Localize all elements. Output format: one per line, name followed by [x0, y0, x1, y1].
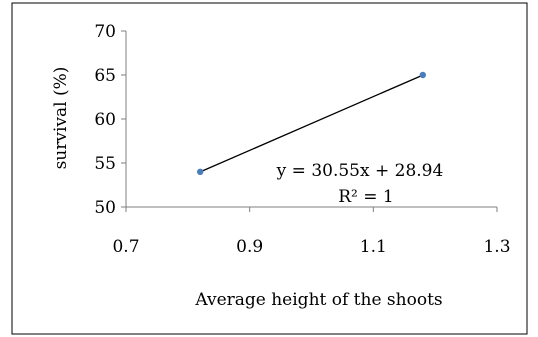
- y-tick-label: 65: [94, 66, 116, 86]
- x-tick-label: 1.1: [360, 237, 387, 257]
- data-point: [419, 71, 426, 79]
- y-tick-label: 55: [94, 154, 116, 174]
- x-tick-label: 0.7: [112, 237, 139, 257]
- chart-border: [11, 2, 528, 335]
- x-tick-label: 1.3: [483, 237, 510, 257]
- x-tick-label: 0.9: [236, 237, 263, 257]
- axes: [121, 30, 498, 212]
- data-point: [197, 168, 204, 175]
- y-axis-label: survival (%): [51, 67, 71, 170]
- data-points: [197, 71, 426, 175]
- tick-labels: 50 55 60 65 70 0.7 0.9 1.1 1.3: [94, 22, 510, 257]
- trendline-r-squared: R² = 1: [338, 187, 393, 207]
- trendline-equation: y = 30.55x + 28.94: [276, 161, 444, 181]
- y-tick-label: 70: [94, 22, 116, 42]
- x-axis-label: Average height of the shoots: [194, 290, 442, 310]
- trendline: [199, 74, 424, 173]
- y-tick-label: 50: [94, 198, 116, 218]
- y-tick-label: 60: [94, 110, 116, 130]
- trendline-line: [199, 74, 424, 173]
